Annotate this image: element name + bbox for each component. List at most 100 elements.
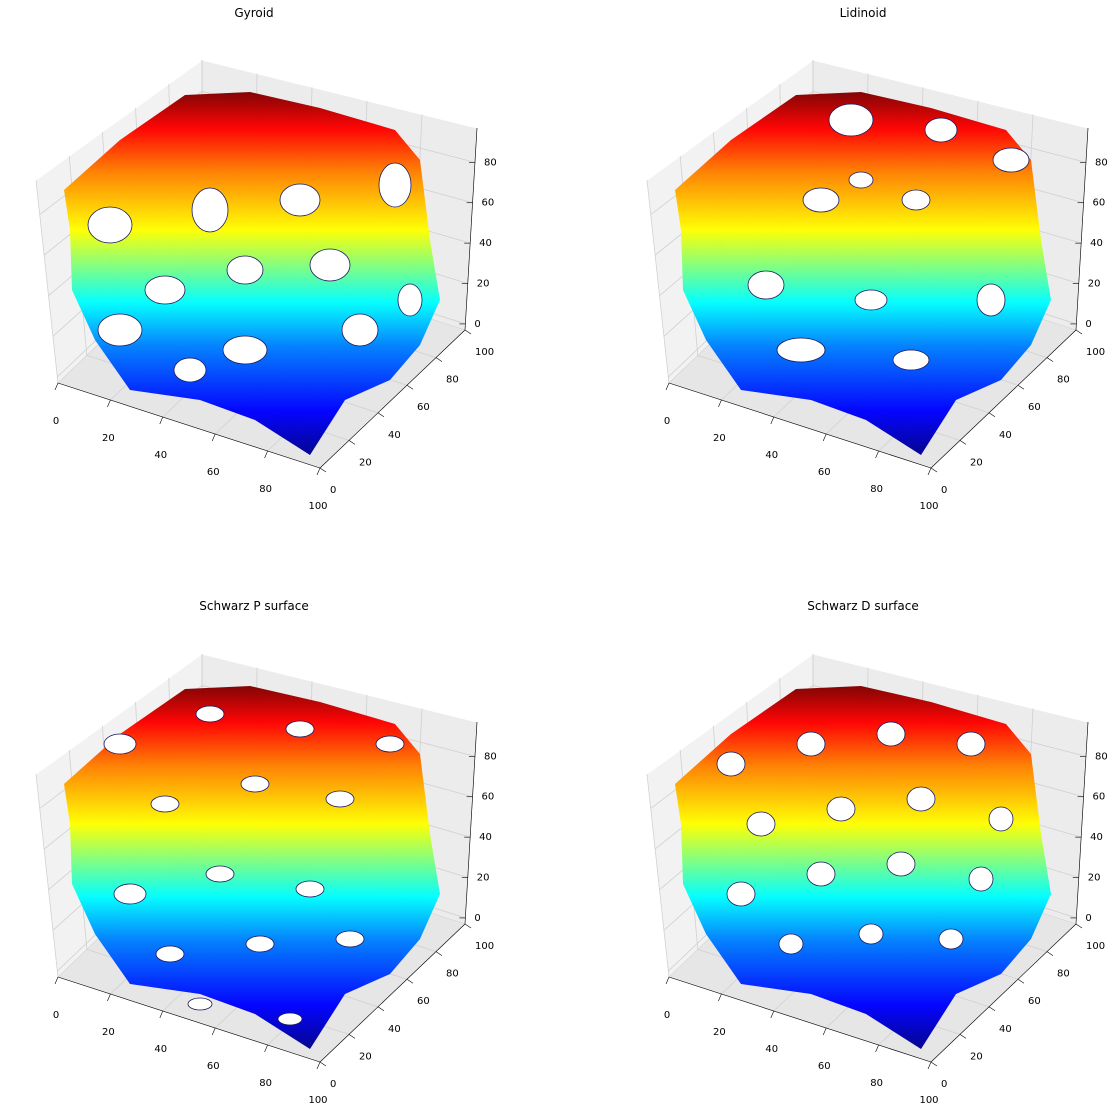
surface-hole [375,735,405,753]
surface-hole [222,335,268,365]
surface-hole [187,997,213,1011]
surface-hole [226,255,264,285]
y-tick-label: 80 [446,969,459,980]
surface-hole [956,731,986,757]
surface-hole [279,183,321,217]
surface-hole [87,206,133,244]
z-tick-label: 40 [479,832,492,843]
y-tick-label: 40 [999,430,1012,441]
y-tick-label: 100 [1086,941,1105,952]
x-tick-label: 0 [664,1010,670,1021]
panel-title: Schwarz D surface [807,599,918,613]
surface-hole [205,865,235,883]
x-axis: 0 20 40 60 80 100 [664,976,939,1106]
z-tick-label: 20 [1088,279,1101,290]
surface-hole [335,930,365,948]
surface-hole [397,283,423,317]
surface-hole [103,733,137,755]
surface-schwarz-p [64,686,440,1049]
surface-hole [726,881,756,907]
panel-title: Lidinoid [840,6,887,20]
x-tick-label: 40 [154,1044,167,1055]
surface-hole [240,775,270,793]
surface-hole [876,721,906,747]
z-tick-label: 20 [477,279,490,290]
y-tick-label: 60 [417,996,430,1007]
surface-gyroid [64,92,440,455]
surface-hole [828,103,874,137]
z-axis: 0 20 40 60 80 [1070,721,1108,925]
y-tick-label: 0 [330,485,336,496]
y-tick-label: 60 [1028,402,1041,413]
y-tick-label: 0 [941,485,947,496]
surface-hole [155,945,185,963]
surface-hole [848,171,874,189]
surface-hole [802,187,840,213]
y-tick-label: 0 [941,1079,947,1090]
x-tick-label: 0 [53,1010,59,1021]
surface-hole [173,357,207,383]
surface-hole [776,337,826,363]
surface-hole [886,851,916,877]
z-tick-label: 0 [1085,913,1091,924]
surface-hole [277,1012,303,1026]
surface-hole [858,923,884,945]
surface-hole [747,270,785,300]
x-axis: 0 20 40 60 80 100 [53,382,328,512]
y-tick-label: 60 [1028,996,1041,1007]
y-tick-label: 20 [970,1051,983,1062]
z-tick-label: 80 [1095,157,1108,168]
y-axis: 0 20 40 60 80 100 [319,923,494,1090]
x-tick-label: 60 [207,467,220,478]
y-tick-label: 100 [475,941,494,952]
surface-hole [285,720,315,738]
z-tick-label: 40 [1090,238,1103,249]
x-tick-label: 60 [207,1061,220,1072]
surface-hole [806,861,836,887]
surface-hole [826,796,856,822]
x-tick-label: 40 [765,1044,778,1055]
z-tick-label: 80 [1095,751,1108,762]
y-tick-label: 80 [446,375,459,386]
x-tick-label: 100 [919,501,938,512]
surface-hole [992,147,1030,173]
z-axis: 0 20 40 60 80 [459,721,497,925]
surface-hole [195,705,225,723]
surface-hole [988,806,1014,832]
panel-lidinoid: Lidinoid02040608010002040608010002040608… [646,6,1108,512]
surface-hole [341,313,379,347]
z-tick-label: 60 [1093,198,1106,209]
y-tick-label: 20 [359,457,372,468]
z-tick-label: 60 [1093,792,1106,803]
surface-hole [892,349,930,371]
y-tick-label: 80 [1057,969,1070,980]
x-tick-label: 40 [154,450,167,461]
z-tick-label: 80 [484,157,497,168]
surface-schwarz-d [675,686,1051,1049]
surface-hole [716,751,746,777]
x-tick-label: 0 [53,416,59,427]
z-tick-label: 40 [1090,832,1103,843]
x-tick-label: 60 [818,1061,831,1072]
y-tick-label: 0 [330,1079,336,1090]
y-axis: 0 20 40 60 80 100 [930,329,1105,496]
surface-hole [854,289,888,311]
surface-hole [378,162,412,208]
z-tick-label: 0 [474,913,480,924]
z-axis: 0 20 40 60 80 [459,127,497,331]
y-tick-label: 40 [388,1024,401,1035]
y-axis: 0 20 40 60 80 100 [930,923,1105,1090]
surface-body [675,92,1051,455]
surface-hole [778,933,804,955]
surface-hole [97,313,143,347]
surface-hole [191,187,229,233]
y-tick-label: 100 [475,347,494,358]
y-tick-label: 80 [1057,375,1070,386]
x-tick-label: 80 [259,484,272,495]
y-tick-label: 40 [388,430,401,441]
surface-hole [144,275,186,305]
surface-hole [968,866,994,892]
surface-lidinoid [675,92,1051,455]
